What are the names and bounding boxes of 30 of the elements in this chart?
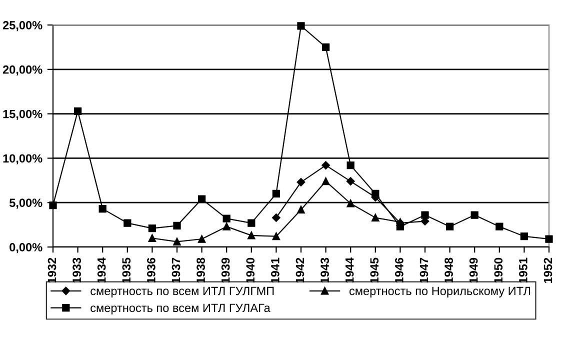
y-tick-label: 0,00%: [10, 243, 42, 254]
x-tick-label: 1940: [246, 258, 255, 283]
x-tick-label: 1947: [420, 258, 428, 283]
x-tick-label: 1950: [494, 258, 503, 283]
x-tick-label: 1941: [271, 258, 280, 283]
x-tick-label: 1938: [196, 258, 205, 283]
x-tick-label: 1932: [48, 258, 56, 283]
x-tick-label: 1942: [296, 258, 304, 283]
x-tick-label: 1948: [444, 258, 453, 283]
x-tick-label: 1937: [172, 258, 180, 283]
y-tick-label: 10,00%: [3, 154, 42, 164]
x-tick-label: 1936: [147, 258, 156, 283]
x-tick-label: 1943: [320, 258, 329, 283]
legend-label: смертность по Норильскому ИТЛ: [349, 286, 530, 298]
x-tick-label: 1952: [544, 258, 552, 283]
x-tick-label: 1935: [122, 258, 131, 283]
y-tick-label: 20,00%: [2, 65, 42, 76]
x-tick-label: 1934: [97, 257, 106, 283]
legend-label: смертность по всем ИТЛ ГУЛАГа: [90, 304, 270, 314]
x-tick-label: 1939: [221, 258, 230, 283]
legend-label: смертность по всем ИТЛ ГУЛГМП: [90, 286, 274, 298]
x-tick-label: 1944: [345, 257, 354, 283]
x-tick-label: 1949: [469, 258, 478, 283]
x-tick-label: 1933: [72, 258, 81, 283]
x-tick-label: 1951: [519, 258, 528, 283]
x-tick-label: 1946: [395, 258, 404, 283]
y-tick-label: 15,00%: [3, 110, 42, 120]
x-tick-label: 1945: [370, 258, 379, 283]
y-tick-label: 25,00%: [2, 21, 42, 32]
y-tick-label: 5,00%: [9, 198, 42, 209]
